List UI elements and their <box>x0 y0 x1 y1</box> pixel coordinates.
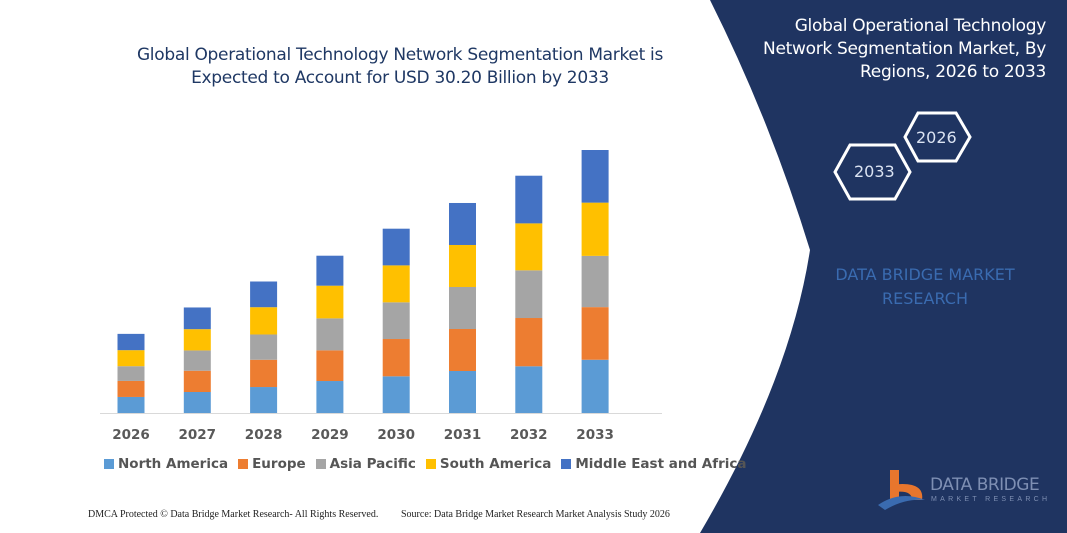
hexagon-2026 <box>903 111 972 163</box>
watermark-text: DATA BRIDGE MARKET RESEARCH <box>835 265 1015 308</box>
legend-item: South America <box>425 456 552 472</box>
bar-segment-north-america-2033 <box>581 359 609 413</box>
bar-segment-europe-2031 <box>449 328 476 371</box>
legend-swatch <box>315 459 326 469</box>
footer-source: Source: Data Bridge Market Research Mark… <box>401 509 670 520</box>
bar-segment-europe-2030 <box>382 339 410 377</box>
bar-segment-europe-2026 <box>117 380 145 397</box>
chart-title: Global Operational Technology Network Se… <box>136 45 664 88</box>
bar-segment-asia-pacific-2027 <box>183 350 211 371</box>
bar-segment-south-america-2031 <box>449 244 476 287</box>
bar-segment-north-america-2030 <box>382 376 410 413</box>
footer-copyright: DMCA Protected © Data Bridge Market Rese… <box>88 509 379 520</box>
side-panel-title: Global Operational Technology Network Se… <box>763 16 1046 82</box>
bar-segment-north-america-2029 <box>316 381 344 413</box>
x-tick-label: 2028 <box>245 427 283 443</box>
hexagon-2033 <box>833 143 912 201</box>
legend-swatch <box>561 459 572 469</box>
bar-segment-north-america-2026 <box>117 396 145 413</box>
legend-item: Asia Pacific <box>315 456 416 472</box>
stacked-bar-chart: 2026 2027 2028 2029 2030 2031 2032 2033 <box>100 150 662 443</box>
legend-swatch <box>425 459 436 469</box>
bar-segment-europe-2032 <box>515 318 543 367</box>
bar-segment-south-america-2033 <box>581 202 609 256</box>
legend-label: Europe <box>252 456 306 472</box>
hexagon-2026-label: 2026 <box>916 128 957 147</box>
bar-segment-south-america-2027 <box>183 329 211 351</box>
bar-segment-south-america-2029 <box>316 285 344 319</box>
bar-segment-north-america-2031 <box>449 370 476 413</box>
bar-segment-asia-pacific-2032 <box>515 270 543 319</box>
bar-segment-europe-2028 <box>250 359 278 388</box>
x-tick-label: 2029 <box>311 427 349 443</box>
legend-label: South America <box>439 456 552 472</box>
bar-segment-middle-east-and-africa-2031 <box>449 202 476 245</box>
hexagon-2033-label: 2033 <box>854 162 895 181</box>
x-tick-label: 2032 <box>510 427 548 443</box>
logo-name: DATA BRIDGE <box>930 475 1040 495</box>
legend-swatch <box>104 459 114 469</box>
bar-segment-middle-east-and-africa-2027 <box>183 307 211 330</box>
bar-segment-asia-pacific-2030 <box>382 302 410 340</box>
x-tick-label: 2030 <box>377 427 415 443</box>
bar-segment-north-america-2032 <box>515 366 543 413</box>
bar-segment-south-america-2030 <box>382 265 410 303</box>
bar-segment-north-america-2028 <box>250 387 278 413</box>
legend-item: Europe <box>238 456 306 472</box>
x-tick-label: 2033 <box>576 427 614 443</box>
legend-swatch <box>238 459 249 469</box>
x-tick-label: 2026 <box>112 427 150 443</box>
bar-segment-asia-pacific-2028 <box>250 334 278 360</box>
bar-segment-asia-pacific-2033 <box>581 255 609 308</box>
legend-item: North America <box>104 456 228 472</box>
legend-label: Asia Pacific <box>329 456 416 472</box>
bar-segment-middle-east-and-africa-2030 <box>382 228 410 266</box>
bar-segment-asia-pacific-2029 <box>316 318 344 351</box>
x-tick-label: 2031 <box>444 427 482 443</box>
logo-subtitle: MARKET RESEARCH <box>931 496 1051 503</box>
bar-segment-europe-2027 <box>183 370 211 392</box>
logo-icon <box>878 470 925 510</box>
legend-label: Middle East and Africa <box>575 456 747 472</box>
bar-segment-europe-2033 <box>581 307 609 360</box>
bar-segment-middle-east-and-africa-2032 <box>515 175 543 224</box>
chart-legend: North America Europe Asia Pacific South Ame… <box>104 456 747 472</box>
legend-label: North America <box>118 456 229 472</box>
bar-segment-middle-east-and-africa-2033 <box>581 150 609 203</box>
legend-item: Middle East and Africa <box>561 456 747 472</box>
bar-segment-north-america-2027 <box>183 391 211 413</box>
x-tick-label: 2027 <box>179 427 217 443</box>
bar-segment-middle-east-and-africa-2026 <box>117 333 145 351</box>
bar-segment-middle-east-and-africa-2028 <box>250 281 278 308</box>
bar-segment-south-america-2026 <box>117 350 145 367</box>
bar-segment-asia-pacific-2031 <box>449 286 476 329</box>
bar-segment-middle-east-and-africa-2029 <box>316 255 344 286</box>
bar-segment-south-america-2028 <box>250 307 278 335</box>
bar-segment-south-america-2032 <box>515 223 543 271</box>
bar-segment-europe-2029 <box>316 350 344 382</box>
bar-segment-asia-pacific-2026 <box>117 366 145 381</box>
